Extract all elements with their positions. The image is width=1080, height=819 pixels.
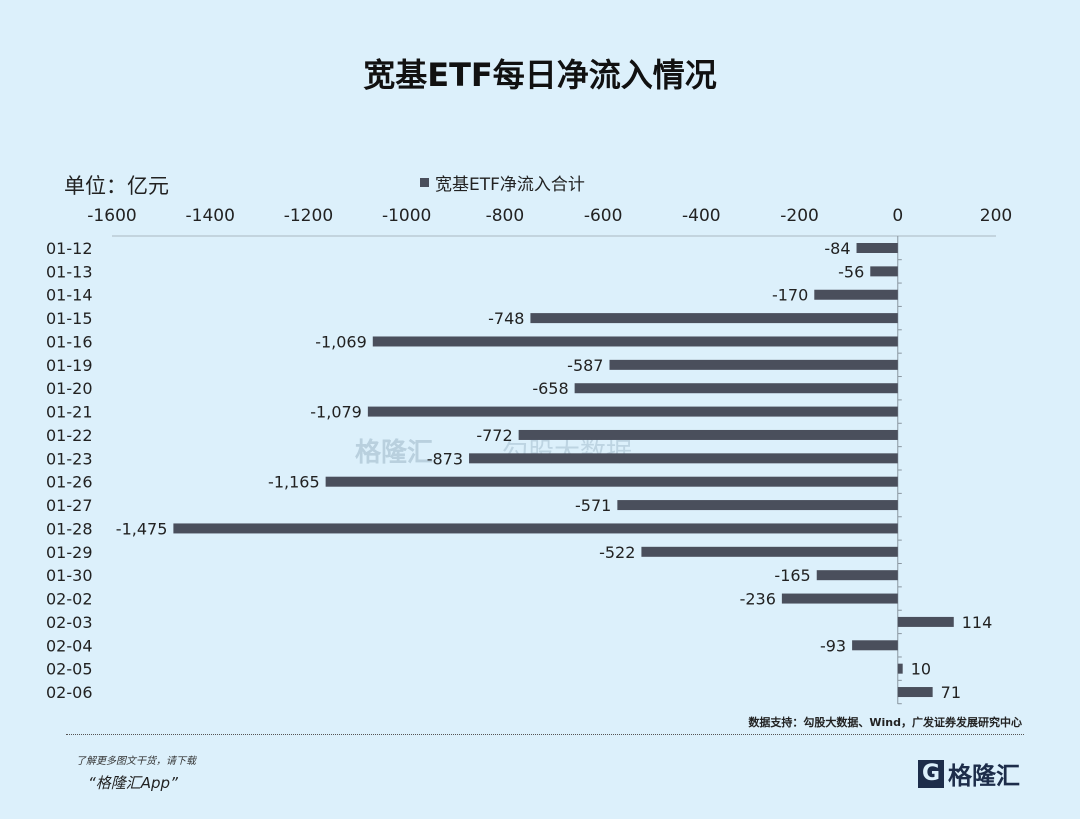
data-label: -1,079 xyxy=(310,403,362,422)
data-label: -170 xyxy=(772,286,808,305)
data-label: -84 xyxy=(824,239,850,258)
data-label: 10 xyxy=(911,660,931,679)
bar xyxy=(617,500,898,511)
bar xyxy=(870,266,898,277)
bar xyxy=(372,336,898,347)
legend-label: 宽基ETF净流入合计 xyxy=(435,175,585,195)
bar xyxy=(367,406,898,417)
bar xyxy=(897,663,903,674)
y-category-label: 02-04 xyxy=(46,636,93,655)
data-label: -56 xyxy=(838,262,864,281)
y-category-label: 01-21 xyxy=(46,403,93,422)
source-note: 数据支持：勾股大数据、Wind，广发证券发展研究中心 xyxy=(748,716,1022,729)
data-label: 114 xyxy=(962,613,993,632)
x-tick-label: -400 xyxy=(682,206,721,226)
y-category-label: 01-28 xyxy=(46,519,93,538)
bar xyxy=(781,593,898,604)
y-category-label: 01-27 xyxy=(46,496,93,515)
data-label: -522 xyxy=(599,543,635,562)
promo-text: 了解更多图文干货，请下载 xyxy=(76,756,196,767)
x-tick-label: -600 xyxy=(584,206,623,226)
bar xyxy=(852,640,898,651)
x-tick-label: -200 xyxy=(780,206,819,226)
y-category-label: 01-29 xyxy=(46,543,93,562)
data-label: -1,165 xyxy=(268,473,320,492)
legend-swatch xyxy=(420,178,429,187)
brand-logo: G 格隆汇 xyxy=(918,756,1020,791)
data-label: -873 xyxy=(427,449,463,468)
x-tick-label: -1400 xyxy=(186,206,235,226)
y-category-label: 01-16 xyxy=(46,332,93,351)
data-label: -165 xyxy=(774,566,810,585)
logo-text: 格隆汇 xyxy=(948,762,1020,790)
bar xyxy=(897,616,954,627)
bar xyxy=(469,453,898,464)
y-category-label: 01-12 xyxy=(46,239,93,258)
y-category-label: 01-30 xyxy=(46,566,93,585)
data-label: -93 xyxy=(820,636,846,655)
footer-divider xyxy=(66,734,1024,735)
y-category-label: 01-19 xyxy=(46,356,93,375)
bar xyxy=(897,687,933,698)
data-label: -772 xyxy=(476,426,512,445)
y-category-label: 01-13 xyxy=(46,262,93,281)
bar xyxy=(518,429,898,440)
y-category-label: 01-20 xyxy=(46,379,93,398)
data-label: -748 xyxy=(488,309,524,328)
x-tick-label: -1200 xyxy=(284,206,333,226)
data-label: -658 xyxy=(532,379,568,398)
y-category-label: 01-15 xyxy=(46,309,93,328)
chart-title: 宽基ETF每日净流入情况 xyxy=(363,56,717,94)
y-category-label: 01-23 xyxy=(46,449,93,468)
bar xyxy=(856,243,898,253)
x-tick-label: -800 xyxy=(486,206,525,226)
bar xyxy=(814,289,898,300)
y-category-label: 01-14 xyxy=(46,286,93,305)
unit-label: 单位：亿元 xyxy=(64,174,169,198)
legend: 宽基ETF净流入合计 xyxy=(420,170,585,195)
bar xyxy=(325,476,898,487)
data-label: 71 xyxy=(941,683,961,702)
y-category-label: 02-03 xyxy=(46,613,93,632)
promo-app-name: “格隆汇App” xyxy=(88,774,178,792)
x-tick-label: -1600 xyxy=(87,206,136,226)
data-label: -1,069 xyxy=(315,332,367,351)
logo-g-icon: G xyxy=(918,759,944,788)
bar xyxy=(530,313,898,324)
data-label: -571 xyxy=(575,496,611,515)
bar xyxy=(173,523,898,534)
bar xyxy=(816,570,898,581)
bar xyxy=(641,546,898,557)
y-category-label: 01-26 xyxy=(46,473,93,492)
x-tick-label: 200 xyxy=(980,206,1012,226)
bar xyxy=(574,383,898,394)
y-category-label: 02-02 xyxy=(46,590,93,609)
data-label: -587 xyxy=(567,356,603,375)
x-tick-label: -1000 xyxy=(382,206,431,226)
x-tick-label: 0 xyxy=(892,206,903,226)
data-label: -236 xyxy=(740,590,776,609)
y-category-label: 02-06 xyxy=(46,683,93,702)
data-label: -1,475 xyxy=(116,519,168,538)
y-category-label: 02-05 xyxy=(46,660,93,679)
y-category-label: 01-22 xyxy=(46,426,93,445)
bar xyxy=(609,359,898,370)
